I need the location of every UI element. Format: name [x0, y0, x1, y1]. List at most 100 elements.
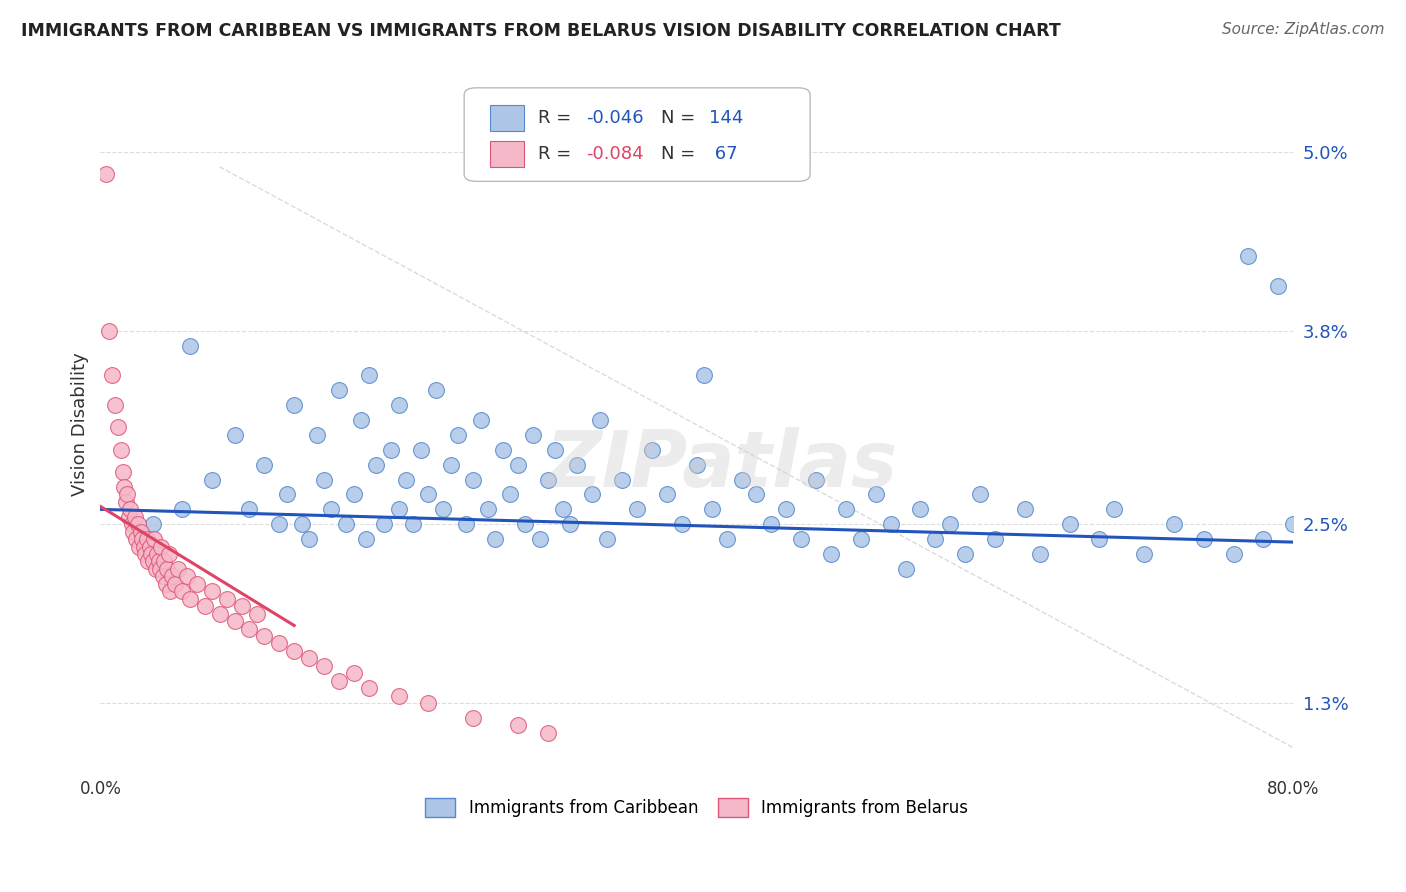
Point — [551, 502, 574, 516]
Point — [224, 428, 246, 442]
Point — [879, 517, 901, 532]
Point — [626, 502, 648, 516]
Point — [1237, 249, 1260, 263]
Text: 67: 67 — [709, 145, 737, 162]
Point — [128, 540, 150, 554]
Point — [1192, 532, 1215, 546]
Point — [96, 167, 118, 181]
Point — [537, 725, 560, 739]
Point — [418, 487, 440, 501]
Point — [153, 554, 176, 568]
Point — [357, 368, 380, 383]
Point — [149, 562, 172, 576]
Point — [328, 383, 350, 397]
Point — [373, 517, 395, 532]
Point — [589, 413, 612, 427]
Point — [150, 540, 173, 554]
Point — [409, 442, 432, 457]
FancyBboxPatch shape — [464, 87, 810, 181]
Point — [506, 718, 529, 732]
Point — [894, 562, 917, 576]
Point — [596, 532, 619, 546]
Point — [1088, 532, 1111, 546]
Text: -0.046: -0.046 — [586, 109, 644, 127]
Point — [141, 554, 163, 568]
Point — [387, 398, 409, 412]
Point — [581, 487, 603, 501]
Point — [160, 569, 183, 583]
Point — [101, 368, 124, 383]
Text: N =: N = — [661, 109, 702, 127]
Point — [134, 547, 156, 561]
Point — [283, 398, 305, 412]
Point — [1104, 502, 1126, 516]
Point — [157, 547, 180, 561]
Point — [804, 473, 827, 487]
Text: 144: 144 — [709, 109, 744, 127]
Point — [321, 502, 343, 516]
Point — [343, 666, 366, 681]
Point — [350, 413, 373, 427]
Point — [312, 473, 335, 487]
Point — [148, 554, 170, 568]
Point — [141, 517, 163, 532]
Point — [969, 487, 991, 501]
Point — [454, 517, 477, 532]
Point — [745, 487, 768, 501]
Text: R =: R = — [538, 109, 576, 127]
Point — [136, 554, 159, 568]
Point — [1059, 517, 1081, 532]
Point — [269, 517, 291, 532]
Text: IMMIGRANTS FROM CARIBBEAN VS IMMIGRANTS FROM BELARUS VISION DISABILITY CORRELATI: IMMIGRANTS FROM CARIBBEAN VS IMMIGRANTS … — [21, 22, 1062, 40]
Point — [1222, 547, 1244, 561]
Point — [387, 689, 409, 703]
Point — [156, 562, 179, 576]
Point — [194, 599, 217, 614]
Point — [118, 509, 141, 524]
Point — [125, 532, 148, 546]
Point — [176, 569, 198, 583]
Point — [1133, 547, 1156, 561]
Text: R =: R = — [538, 145, 576, 162]
Point — [693, 368, 716, 383]
Point — [395, 473, 418, 487]
Point — [201, 473, 224, 487]
Point — [515, 517, 537, 532]
Point — [939, 517, 962, 532]
Point — [1014, 502, 1036, 516]
Point — [366, 458, 388, 472]
Point — [447, 428, 470, 442]
Point — [1029, 547, 1052, 561]
Point — [544, 442, 567, 457]
Point — [357, 681, 380, 695]
Point — [167, 562, 190, 576]
Point — [159, 584, 181, 599]
Point — [131, 532, 153, 546]
Point — [120, 502, 142, 516]
Point — [835, 502, 858, 516]
Point — [253, 458, 276, 472]
Point — [506, 458, 529, 472]
Point — [114, 495, 136, 509]
Text: ZIPatlas: ZIPatlas — [544, 427, 897, 503]
Point — [231, 599, 253, 614]
Point — [418, 696, 440, 710]
Point — [201, 584, 224, 599]
Point — [335, 517, 357, 532]
Point — [1163, 517, 1185, 532]
Point — [671, 517, 693, 532]
Point — [761, 517, 783, 532]
Point — [124, 509, 146, 524]
Point — [910, 502, 932, 516]
Point — [312, 658, 335, 673]
Point — [283, 644, 305, 658]
Text: -0.084: -0.084 — [586, 145, 644, 162]
Point — [155, 577, 177, 591]
Point — [253, 629, 276, 643]
Point — [217, 591, 239, 606]
Point — [145, 562, 167, 576]
Point — [820, 547, 842, 561]
Point — [111, 465, 134, 479]
Point — [291, 517, 314, 532]
Point — [132, 540, 155, 554]
